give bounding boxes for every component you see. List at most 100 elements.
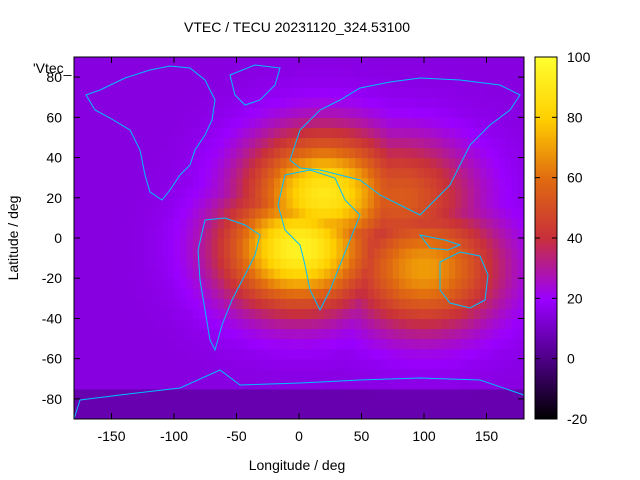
heatmap-cell: [74, 97, 81, 108]
heatmap-cell: [349, 97, 356, 108]
heatmap-cell: [386, 217, 394, 229]
heatmap-cell: [517, 227, 524, 239]
heatmap-cell: [392, 318, 400, 330]
heatmap-cell: [249, 197, 256, 209]
heatmap-cell: [136, 278, 144, 289]
heatmap-cell: [117, 67, 125, 78]
heatmap-cell: [155, 67, 163, 78]
heatmap-cell: [99, 248, 106, 259]
heatmap-cell: [480, 278, 488, 289]
heatmap-cell: [349, 157, 356, 169]
heatmap-cell: [161, 197, 169, 209]
heatmap-cell: [492, 328, 500, 340]
heatmap-cell: [342, 398, 350, 410]
heatmap-cell: [330, 197, 338, 209]
heatmap-cell: [430, 117, 438, 128]
heatmap-cell: [217, 298, 225, 309]
heatmap-cell: [480, 318, 488, 330]
heatmap-cell: [436, 308, 444, 320]
heatmap-cell: [480, 248, 488, 259]
heatmap-cell: [499, 388, 506, 400]
heatmap-cell: [236, 258, 244, 269]
heatmap-cell: [317, 207, 325, 219]
heatmap-cell: [367, 157, 375, 169]
heatmap-cell: [330, 137, 338, 149]
heatmap-cell: [105, 207, 113, 219]
heatmap-cell: [249, 368, 256, 380]
heatmap-cell: [255, 177, 263, 189]
heatmap-cell: [367, 298, 375, 309]
heatmap-cell: [217, 398, 225, 410]
heatmap-cell: [111, 177, 119, 189]
heatmap-cell: [361, 348, 369, 360]
heatmap-cell: [492, 227, 500, 239]
heatmap-cell: [99, 328, 106, 340]
heatmap-cell: [149, 107, 156, 118]
heatmap-cell: [405, 167, 413, 179]
heatmap-cell: [449, 57, 456, 68]
heatmap-cell: [424, 177, 431, 189]
heatmap-cell: [274, 248, 281, 259]
heatmap-cell: [142, 318, 150, 330]
heatmap-cell: [505, 217, 513, 229]
heatmap-cell: [467, 167, 475, 179]
heatmap-cell: [80, 398, 88, 410]
heatmap-cell: [299, 137, 306, 149]
heatmap-cell: [411, 197, 419, 209]
heatmap-cell: [499, 77, 506, 88]
heatmap-cell: [305, 248, 313, 259]
heatmap-cell: [299, 348, 306, 360]
heatmap-cell: [511, 217, 519, 229]
heatmap-cell: [342, 318, 350, 330]
heatmap-cell: [211, 318, 219, 330]
heatmap-cell: [136, 97, 144, 108]
heatmap-cell: [192, 87, 200, 98]
heatmap-cell: [399, 197, 406, 209]
heatmap-cell: [486, 358, 494, 370]
heatmap-cell: [205, 308, 213, 320]
heatmap-cell: [324, 378, 331, 390]
heatmap-cell: [461, 368, 469, 380]
heatmap-cell: [405, 107, 413, 118]
heatmap-cell: [99, 278, 106, 289]
heatmap-cell: [149, 398, 156, 410]
heatmap-cell: [136, 328, 144, 340]
heatmap-cell: [467, 187, 475, 199]
heatmap-cell: [274, 87, 281, 98]
heatmap-cell: [242, 117, 250, 128]
heatmap-cell: [449, 288, 456, 299]
heatmap-cell: [155, 308, 163, 320]
heatmap-cell: [261, 388, 269, 400]
heatmap-cell: [230, 167, 238, 179]
heatmap-cell: [180, 408, 188, 419]
heatmap-cell: [455, 157, 463, 169]
heatmap-cell: [417, 177, 425, 189]
heatmap-cell: [192, 127, 200, 139]
heatmap-cell: [336, 268, 344, 279]
heatmap-cell: [299, 308, 306, 320]
heatmap-cell: [92, 298, 100, 309]
heatmap-cell: [411, 137, 419, 149]
heatmap-cell: [117, 227, 125, 239]
heatmap-cell: [374, 117, 381, 128]
heatmap-cell: [349, 378, 356, 390]
heatmap-cell: [167, 117, 175, 128]
heatmap-cell: [286, 117, 294, 128]
heatmap-cell: [324, 197, 331, 209]
heatmap-cell: [474, 398, 481, 410]
heatmap-cell: [192, 177, 200, 189]
heatmap-cell: [480, 227, 488, 239]
heatmap-cell: [449, 97, 456, 108]
heatmap-cell: [417, 197, 425, 209]
heatmap-cell: [80, 77, 88, 88]
heatmap-cell: [417, 77, 425, 88]
heatmap-cell: [192, 197, 200, 209]
heatmap-cell: [342, 147, 350, 159]
heatmap-cell: [417, 157, 425, 169]
heatmap-cell: [180, 318, 188, 330]
heatmap-cell: [74, 127, 81, 139]
heatmap-cell: [292, 248, 300, 259]
heatmap-cell: [349, 187, 356, 199]
heatmap-cell: [274, 318, 281, 330]
heatmap-cell: [486, 248, 494, 259]
